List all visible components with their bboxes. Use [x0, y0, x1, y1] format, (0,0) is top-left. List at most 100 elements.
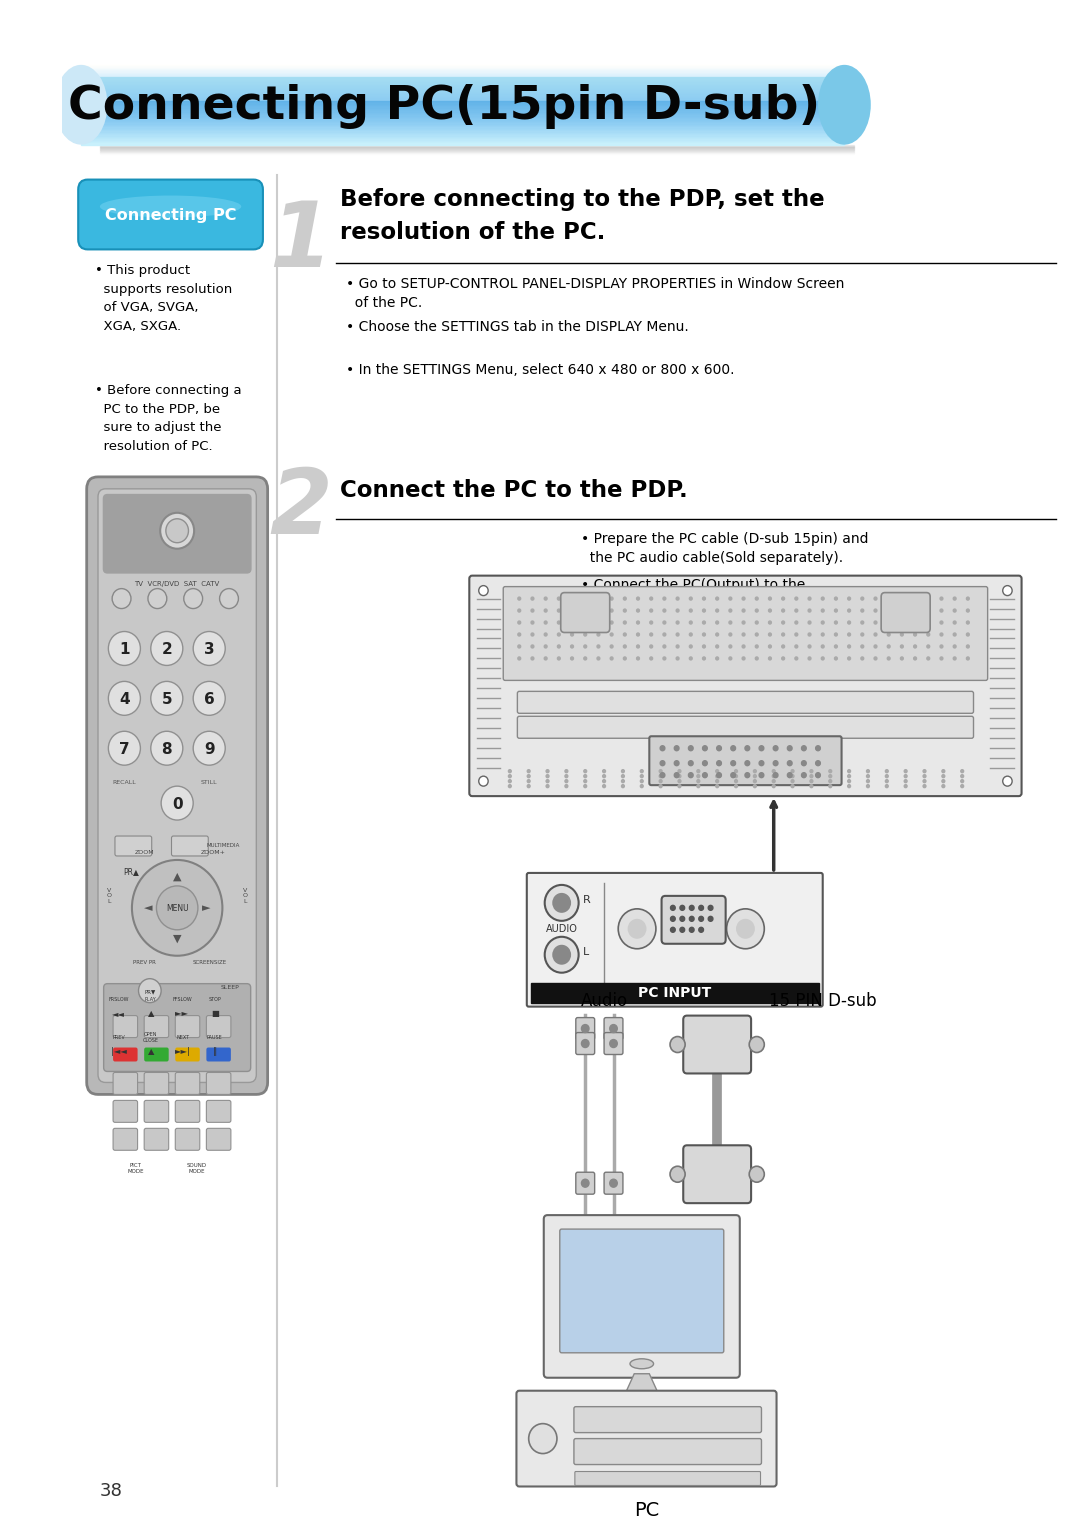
Circle shape: [517, 657, 521, 660]
Circle shape: [610, 1040, 618, 1048]
FancyBboxPatch shape: [470, 575, 1022, 796]
Circle shape: [544, 936, 579, 973]
Circle shape: [703, 608, 705, 612]
Circle shape: [678, 779, 680, 782]
Text: SCREENSIZE: SCREENSIZE: [193, 961, 227, 965]
Circle shape: [570, 621, 573, 624]
Circle shape: [527, 775, 530, 778]
Text: ▲: ▲: [148, 1048, 154, 1055]
Text: resolution of the PC.: resolution of the PC.: [340, 221, 606, 244]
FancyBboxPatch shape: [576, 1032, 595, 1054]
Circle shape: [792, 775, 794, 778]
Circle shape: [821, 633, 824, 636]
Text: FFSLOW: FFSLOW: [173, 997, 192, 1002]
Circle shape: [623, 645, 626, 648]
Circle shape: [848, 657, 851, 660]
Circle shape: [527, 785, 530, 787]
Circle shape: [821, 598, 824, 599]
FancyBboxPatch shape: [206, 1128, 231, 1150]
Circle shape: [663, 645, 665, 648]
Text: 4: 4: [119, 692, 130, 708]
Circle shape: [967, 598, 969, 599]
Circle shape: [659, 770, 662, 773]
Circle shape: [815, 746, 821, 750]
Text: 8: 8: [162, 741, 172, 756]
Circle shape: [874, 633, 877, 636]
Bar: [99, 148, 854, 151]
Circle shape: [151, 682, 183, 715]
Circle shape: [674, 773, 679, 778]
Circle shape: [659, 785, 662, 787]
Circle shape: [861, 633, 864, 636]
Circle shape: [584, 785, 586, 787]
Circle shape: [716, 785, 718, 787]
Circle shape: [848, 598, 851, 599]
Circle shape: [729, 621, 732, 624]
Circle shape: [597, 608, 599, 612]
Circle shape: [650, 608, 652, 612]
FancyBboxPatch shape: [662, 895, 726, 944]
Text: TV  VCR/DVD  SAT  CATV: TV VCR/DVD SAT CATV: [135, 581, 220, 587]
Circle shape: [623, 608, 626, 612]
Circle shape: [828, 770, 832, 773]
Circle shape: [623, 621, 626, 624]
Circle shape: [148, 589, 166, 608]
Circle shape: [954, 645, 956, 648]
Text: 1: 1: [269, 198, 332, 287]
Circle shape: [754, 779, 756, 782]
Circle shape: [703, 773, 707, 778]
Circle shape: [703, 621, 705, 624]
FancyBboxPatch shape: [86, 477, 268, 1095]
Circle shape: [954, 621, 956, 624]
Circle shape: [581, 1040, 589, 1048]
Circle shape: [627, 920, 647, 939]
Circle shape: [735, 920, 755, 939]
Circle shape: [967, 608, 969, 612]
Circle shape: [729, 645, 732, 648]
Circle shape: [193, 631, 226, 665]
Circle shape: [727, 909, 765, 949]
FancyBboxPatch shape: [206, 1101, 231, 1122]
Text: PREV: PREV: [112, 1035, 125, 1040]
Circle shape: [509, 779, 511, 782]
Circle shape: [734, 779, 738, 782]
Circle shape: [861, 645, 864, 648]
Text: PICT
MODE: PICT MODE: [127, 1164, 144, 1174]
Circle shape: [603, 779, 606, 782]
Circle shape: [517, 645, 521, 648]
Circle shape: [874, 621, 877, 624]
Text: 2: 2: [269, 465, 332, 552]
Text: • Connect the PC(Output) to the
  PDP(Input) as shown below.: • Connect the PC(Output) to the PDP(Inpu…: [581, 578, 805, 610]
Text: RECALL: RECALL: [112, 781, 136, 785]
Circle shape: [828, 775, 832, 778]
Circle shape: [754, 770, 756, 773]
Text: R: R: [583, 895, 591, 904]
Circle shape: [729, 657, 732, 660]
Circle shape: [108, 732, 140, 766]
Circle shape: [792, 779, 794, 782]
Circle shape: [531, 598, 534, 599]
Circle shape: [886, 785, 888, 787]
Circle shape: [584, 608, 586, 612]
Text: ►: ►: [202, 903, 211, 913]
Circle shape: [901, 657, 903, 660]
Circle shape: [716, 779, 718, 782]
Circle shape: [676, 621, 679, 624]
Circle shape: [914, 645, 917, 648]
Circle shape: [689, 927, 694, 932]
Circle shape: [861, 621, 864, 624]
Circle shape: [697, 779, 700, 782]
Circle shape: [886, 770, 888, 773]
Circle shape: [927, 621, 930, 624]
Circle shape: [754, 775, 756, 778]
Circle shape: [782, 657, 784, 660]
Text: |◄◄: |◄◄: [111, 1048, 126, 1055]
Circle shape: [961, 779, 963, 782]
Circle shape: [151, 732, 183, 766]
Circle shape: [755, 633, 758, 636]
Circle shape: [546, 775, 549, 778]
Circle shape: [772, 785, 775, 787]
Circle shape: [160, 512, 194, 549]
Circle shape: [808, 633, 811, 636]
Polygon shape: [623, 1374, 661, 1398]
